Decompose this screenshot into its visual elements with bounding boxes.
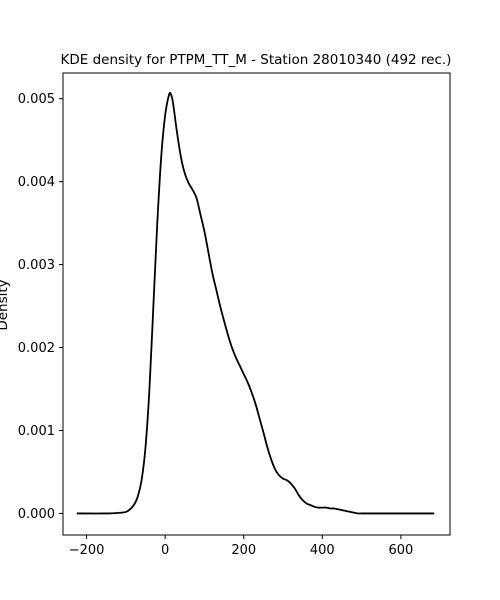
x-axis: −200 0 200 400 600 [69, 535, 413, 558]
y-tick-label: 0.002 [18, 341, 55, 356]
chart-title: KDE density for PTPM_TT_M - Station 2801… [61, 52, 452, 68]
plot-area [76, 91, 435, 515]
density-curve-0 [76, 91, 435, 515]
x-tick-label: 400 [310, 543, 335, 558]
y-tick-label: 0.003 [18, 258, 55, 273]
x-tick-label: 0 [161, 543, 169, 558]
plot-frame [62, 72, 451, 536]
y-axis-label: Density [0, 279, 11, 330]
y-tick-label: 0.005 [18, 92, 55, 107]
x-tick-label: 600 [388, 543, 413, 558]
x-tick-label: −200 [69, 543, 105, 558]
y-tick-label: 0.001 [18, 424, 55, 439]
y-tick-label: 0.004 [18, 175, 55, 190]
y-tick-label: 0.000 [18, 507, 55, 522]
y-axis: 0.000 0.001 0.002 0.003 0.004 0.005 [18, 92, 63, 522]
x-tick-label: 200 [231, 543, 256, 558]
